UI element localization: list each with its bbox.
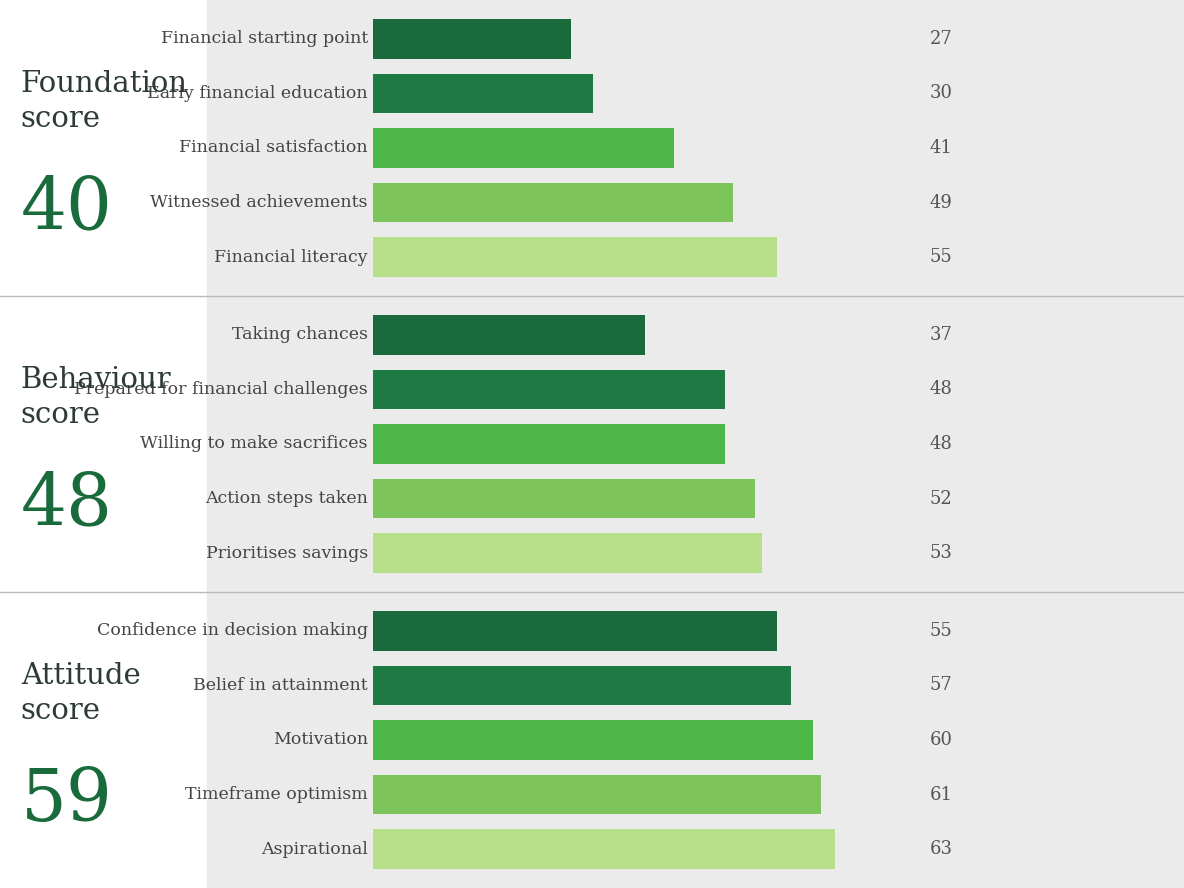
- Bar: [373, 479, 754, 519]
- Text: Early financial education: Early financial education: [147, 85, 368, 102]
- Text: 48: 48: [929, 435, 952, 453]
- Text: Financial literacy: Financial literacy: [214, 249, 368, 266]
- Text: Taking chances: Taking chances: [232, 327, 368, 344]
- Text: Motivation: Motivation: [272, 732, 368, 749]
- Text: 27: 27: [929, 30, 952, 48]
- Text: Behaviour
score: Behaviour score: [21, 366, 172, 429]
- Text: 49: 49: [929, 194, 952, 211]
- Bar: [373, 775, 821, 814]
- Text: Financial starting point: Financial starting point: [161, 30, 368, 47]
- Text: Confidence in decision making: Confidence in decision making: [97, 622, 368, 639]
- Text: 30: 30: [929, 84, 952, 102]
- Text: Action steps taken: Action steps taken: [205, 490, 368, 507]
- Bar: [373, 424, 726, 464]
- Bar: [373, 237, 777, 277]
- Bar: [373, 369, 726, 409]
- Text: 37: 37: [929, 326, 952, 344]
- Bar: [373, 829, 836, 868]
- Text: Prepared for financial challenges: Prepared for financial challenges: [75, 381, 368, 398]
- Text: Foundation
score: Foundation score: [21, 70, 188, 132]
- Text: 52: 52: [929, 489, 952, 508]
- Bar: [373, 534, 762, 573]
- Bar: [373, 183, 733, 222]
- Text: 61: 61: [929, 786, 952, 804]
- Bar: [373, 129, 674, 168]
- Text: 59: 59: [21, 766, 112, 836]
- Text: 55: 55: [929, 248, 952, 266]
- Text: 40: 40: [21, 174, 112, 244]
- Text: 48: 48: [929, 380, 952, 399]
- Text: 63: 63: [929, 840, 952, 858]
- Text: 41: 41: [929, 139, 952, 157]
- Bar: [373, 720, 813, 759]
- Text: Financial satisfaction: Financial satisfaction: [179, 139, 368, 156]
- Bar: [373, 611, 777, 651]
- Text: Witnessed achievements: Witnessed achievements: [150, 194, 368, 211]
- Text: 60: 60: [929, 731, 952, 749]
- Text: Aspirational: Aspirational: [262, 841, 368, 858]
- Text: Attitude
score: Attitude score: [21, 662, 141, 725]
- Text: Timeframe optimism: Timeframe optimism: [185, 786, 368, 803]
- Bar: [373, 20, 571, 59]
- Bar: [373, 74, 593, 113]
- Text: Prioritises savings: Prioritises savings: [206, 544, 368, 561]
- Text: 55: 55: [929, 622, 952, 640]
- Text: 48: 48: [21, 470, 112, 541]
- Text: Willing to make sacrifices: Willing to make sacrifices: [141, 435, 368, 453]
- Bar: [373, 315, 644, 354]
- Text: 53: 53: [929, 544, 952, 562]
- Text: Belief in attainment: Belief in attainment: [193, 677, 368, 694]
- Text: 57: 57: [929, 677, 952, 694]
- Bar: [373, 666, 791, 705]
